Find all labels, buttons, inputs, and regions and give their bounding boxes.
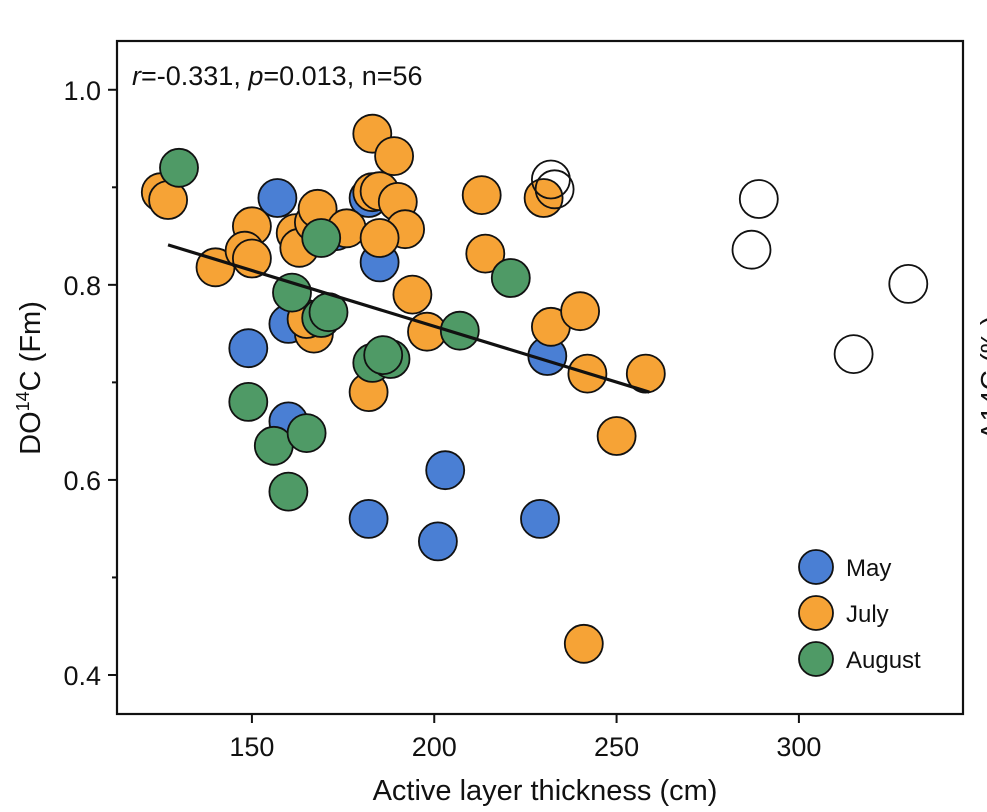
point-august-2	[272, 272, 312, 313]
point-august-9	[490, 258, 531, 298]
legend-label-july: July	[846, 601, 889, 628]
x-tick-label-0: 150	[229, 732, 274, 762]
x-tick-label-3: 300	[776, 732, 821, 762]
x-axis-title: Active layer thickness (cm)	[373, 775, 718, 807]
y-tick-label-2: 0.8	[63, 271, 101, 301]
point-outside-1	[534, 169, 575, 210]
point-may-10	[520, 499, 560, 539]
y-axis-title-main: DO	[15, 411, 47, 455]
point-may-0	[257, 178, 298, 218]
y-axis-title: DO14C (Fm)	[13, 301, 47, 455]
point-july-22	[465, 233, 506, 274]
legend-label-may: May	[846, 555, 891, 582]
point-may-8	[425, 450, 466, 491]
y-tick-label-0: 0.4	[63, 661, 101, 691]
point-outside-2	[738, 179, 779, 219]
point-july-21	[461, 175, 502, 216]
point-july-25	[560, 291, 600, 332]
right-axis-title-fragment: Δ14C (‰)	[975, 316, 987, 441]
p-value: =0.013, n=56	[263, 61, 422, 91]
points-layer	[140, 113, 929, 664]
annotation-stats: r=-0.331, p=0.013, n=56	[132, 61, 423, 91]
point-july-14	[374, 136, 415, 177]
point-may-4	[228, 328, 269, 369]
x-tick-label-1: 200	[412, 732, 457, 762]
point-august-12	[286, 413, 327, 454]
y-tick-label-1: 0.6	[63, 466, 101, 496]
regression-line	[167, 243, 650, 394]
p-symbol: p	[247, 61, 263, 91]
r-symbol: r	[132, 61, 142, 91]
point-outside-3	[731, 229, 772, 270]
y-axis-title-superscript: 14	[13, 391, 33, 411]
point-august-0	[159, 147, 199, 188]
y-tick-label-3: 1.0	[63, 76, 101, 106]
legend-marker-may	[798, 549, 834, 585]
point-july-29	[563, 623, 604, 664]
legend-marker-august	[798, 641, 834, 677]
point-august-8	[439, 310, 480, 351]
x-tick-label-2: 250	[594, 732, 639, 762]
point-july-17	[359, 218, 400, 258]
point-may-7	[348, 499, 389, 539]
point-august-10	[228, 381, 269, 422]
legend-marker-july	[798, 595, 834, 631]
point-may-9	[417, 521, 458, 562]
point-august-13	[268, 471, 309, 512]
point-july-27	[596, 416, 637, 456]
axes-layer: 150 200 250 300 0.4 0.6 0.8 1.0	[63, 76, 821, 762]
legend-label-august: August	[846, 647, 921, 674]
point-august-7	[363, 335, 404, 376]
plot-frame	[115, 39, 965, 716]
point-august-1	[301, 218, 342, 258]
point-outside-5	[833, 334, 874, 375]
y-axis-title-tail: C (Fm)	[15, 301, 47, 391]
legend: May July August	[798, 549, 921, 677]
point-outside-4	[888, 263, 929, 304]
point-july-18	[392, 274, 433, 315]
r-value: =-0.331,	[141, 61, 248, 91]
